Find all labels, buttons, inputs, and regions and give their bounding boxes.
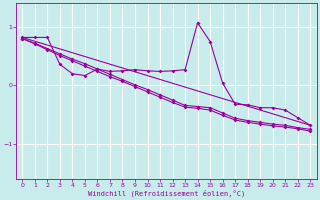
X-axis label: Windchill (Refroidissement éolien,°C): Windchill (Refroidissement éolien,°C): [88, 189, 245, 197]
